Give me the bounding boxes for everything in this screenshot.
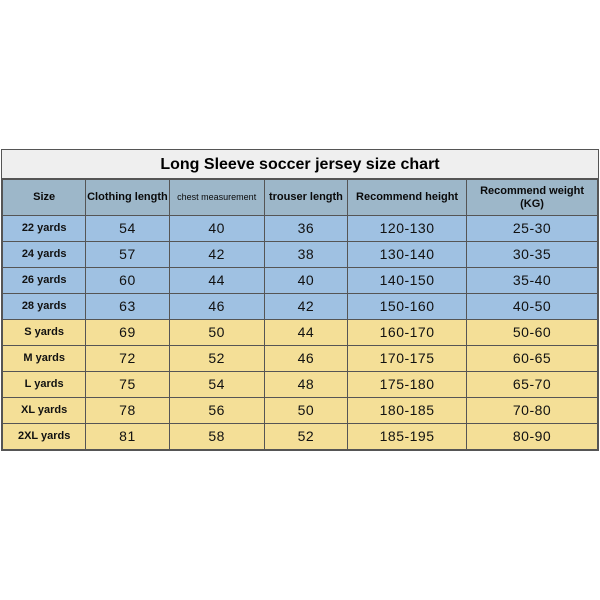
value-cell: 25-30 <box>467 216 598 242</box>
value-cell: 50 <box>264 398 347 424</box>
value-cell: 160-170 <box>348 320 467 346</box>
value-cell: 46 <box>169 294 264 320</box>
value-cell: 65-70 <box>467 372 598 398</box>
value-cell: 36 <box>264 216 347 242</box>
chart-title: Long Sleeve soccer jersey size chart <box>2 150 598 179</box>
size-cell: L yards <box>3 372 86 398</box>
size-cell: 24 yards <box>3 242 86 268</box>
value-cell: 170-175 <box>348 346 467 372</box>
value-cell: 38 <box>264 242 347 268</box>
value-cell: 130-140 <box>348 242 467 268</box>
value-cell: 50-60 <box>467 320 598 346</box>
value-cell: 60-65 <box>467 346 598 372</box>
table-row: 26 yards604440140-15035-40 <box>3 268 598 294</box>
table-head: SizeClothing lengthchest measurementtrou… <box>3 180 598 216</box>
size-cell: XL yards <box>3 398 86 424</box>
size-cell: M yards <box>3 346 86 372</box>
value-cell: 52 <box>264 424 347 450</box>
size-chart-table: SizeClothing lengthchest measurementtrou… <box>2 179 598 450</box>
value-cell: 69 <box>86 320 169 346</box>
column-header: Clothing length <box>86 180 169 216</box>
value-cell: 78 <box>86 398 169 424</box>
value-cell: 40-50 <box>467 294 598 320</box>
table-body: 22 yards544036120-13025-3024 yards574238… <box>3 216 598 450</box>
value-cell: 30-35 <box>467 242 598 268</box>
value-cell: 58 <box>169 424 264 450</box>
table-row: 2XL yards815852185-19580-90 <box>3 424 598 450</box>
value-cell: 150-160 <box>348 294 467 320</box>
size-cell: 28 yards <box>3 294 86 320</box>
value-cell: 44 <box>169 268 264 294</box>
value-cell: 81 <box>86 424 169 450</box>
table-row: 24 yards574238130-14030-35 <box>3 242 598 268</box>
value-cell: 63 <box>86 294 169 320</box>
column-header: Recommend height <box>348 180 467 216</box>
value-cell: 180-185 <box>348 398 467 424</box>
canvas: Long Sleeve soccer jersey size chart Siz… <box>0 0 600 600</box>
column-header: chest measurement <box>169 180 264 216</box>
size-cell: 26 yards <box>3 268 86 294</box>
value-cell: 52 <box>169 346 264 372</box>
value-cell: 175-180 <box>348 372 467 398</box>
table-row: XL yards785650180-18570-80 <box>3 398 598 424</box>
size-cell: 22 yards <box>3 216 86 242</box>
value-cell: 46 <box>264 346 347 372</box>
value-cell: 140-150 <box>348 268 467 294</box>
value-cell: 44 <box>264 320 347 346</box>
table-row: 22 yards544036120-13025-30 <box>3 216 598 242</box>
table-row: S yards695044160-17050-60 <box>3 320 598 346</box>
value-cell: 42 <box>264 294 347 320</box>
table-row: M yards725246170-17560-65 <box>3 346 598 372</box>
value-cell: 50 <box>169 320 264 346</box>
column-header: trouser length <box>264 180 347 216</box>
header-row: SizeClothing lengthchest measurementtrou… <box>3 180 598 216</box>
value-cell: 72 <box>86 346 169 372</box>
value-cell: 42 <box>169 242 264 268</box>
value-cell: 54 <box>86 216 169 242</box>
column-header: Recommend weight (KG) <box>467 180 598 216</box>
value-cell: 35-40 <box>467 268 598 294</box>
value-cell: 185-195 <box>348 424 467 450</box>
table-row: L yards755448175-18065-70 <box>3 372 598 398</box>
size-chart-panel: Long Sleeve soccer jersey size chart Siz… <box>1 149 599 451</box>
value-cell: 54 <box>169 372 264 398</box>
column-header: Size <box>3 180 86 216</box>
value-cell: 56 <box>169 398 264 424</box>
value-cell: 57 <box>86 242 169 268</box>
size-cell: 2XL yards <box>3 424 86 450</box>
value-cell: 48 <box>264 372 347 398</box>
value-cell: 120-130 <box>348 216 467 242</box>
size-cell: S yards <box>3 320 86 346</box>
value-cell: 40 <box>169 216 264 242</box>
value-cell: 80-90 <box>467 424 598 450</box>
value-cell: 70-80 <box>467 398 598 424</box>
value-cell: 40 <box>264 268 347 294</box>
value-cell: 75 <box>86 372 169 398</box>
table-row: 28 yards634642150-16040-50 <box>3 294 598 320</box>
value-cell: 60 <box>86 268 169 294</box>
